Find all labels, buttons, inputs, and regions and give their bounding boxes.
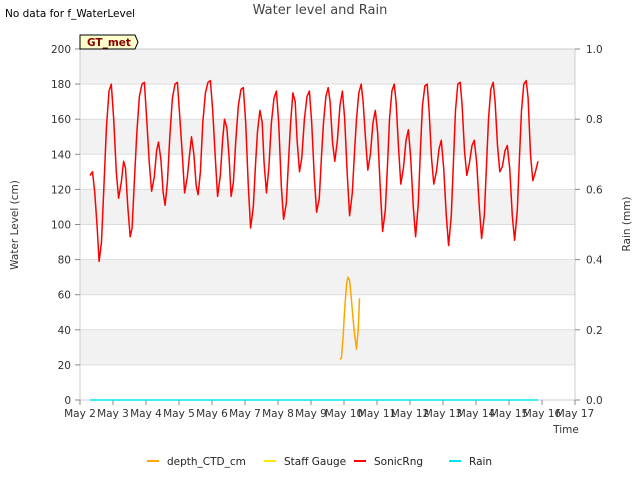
y-left-tick-label: 160 (51, 114, 71, 126)
y-axis-left-ticks: 0 20 40 60 80 100 120 140 160 180 200 (51, 44, 80, 407)
station-label-box: GT_met (79, 34, 139, 50)
plot-band (80, 119, 575, 155)
x-tick-label: May 9 (295, 408, 327, 420)
plot-band (80, 189, 575, 225)
y-left-tick-label: 60 (58, 290, 71, 302)
y-right-tick-label: 0.0 (586, 395, 603, 407)
plot-band (80, 329, 575, 365)
no-data-note: No data for f_WaterLevel (5, 8, 136, 20)
y-right-tick-label: 0.8 (586, 114, 603, 126)
station-label-shape (79, 34, 139, 50)
y-axis-left-label: Water Level (cm) (9, 180, 21, 270)
x-tick-label: May 10 (325, 408, 363, 420)
y-right-tick-label: 0.4 (586, 255, 603, 267)
x-tick-label: May 8 (262, 408, 294, 420)
x-tick-label: May 5 (163, 408, 195, 420)
legend-label: SonicRng (374, 456, 423, 468)
x-axis-ticks: May 2 May 3 May 4 May 5 May 6 May 7 May 8 May 9… (64, 400, 594, 420)
y-left-tick-label: 40 (58, 325, 71, 337)
y-axis-right-ticks: 0.0 0.2 0.4 0.6 0.8 1.0 (575, 44, 603, 407)
station-label: GT_met (87, 37, 131, 49)
y-right-tick-label: 0.6 (586, 184, 603, 196)
x-tick-label: May 12 (391, 408, 429, 420)
plot-band (80, 259, 575, 295)
y-left-tick-label: 140 (51, 149, 71, 161)
y-left-tick-label: 100 (51, 220, 71, 232)
legend-label: Staff Gauge (284, 456, 346, 468)
x-tick-label: May 13 (424, 408, 462, 420)
legend-label: Rain (469, 456, 492, 468)
y-left-tick-label: 200 (51, 44, 71, 56)
x-tick-label: May 11 (358, 408, 396, 420)
x-tick-label: May 16 (523, 408, 562, 420)
plot-bands (80, 49, 575, 365)
y-left-tick-label: 0 (64, 395, 71, 407)
y-left-tick-label: 120 (51, 184, 71, 196)
y-left-tick-label: 80 (58, 255, 71, 267)
x-axis-label: Time (552, 424, 579, 436)
x-tick-label: May 7 (229, 408, 261, 420)
plot-band (80, 49, 575, 85)
x-tick-label: May 4 (130, 408, 162, 420)
series-layer (89, 79, 539, 401)
y-right-tick-label: 1.0 (586, 44, 603, 56)
y-axis-right-label: Rain (mm) (621, 196, 633, 251)
x-tick-label: May 15 (490, 408, 528, 420)
x-tick-label: May 6 (196, 408, 228, 420)
x-tick-label: May 2 (64, 408, 96, 420)
series-line-sonicrng (89, 79, 539, 263)
legend-label: depth_CTD_cm (167, 456, 246, 468)
series-line-depth-ctd-cm (339, 276, 361, 361)
x-tick-label: May 17 (556, 408, 594, 420)
y-left-tick-label: 180 (51, 79, 71, 91)
x-tick-label: May 14 (457, 408, 496, 420)
legend: depth_CTD_cm Staff Gauge SonicRng Rain (147, 456, 492, 468)
x-tick-label: May 3 (97, 408, 129, 420)
y-right-tick-label: 0.2 (586, 325, 603, 337)
chart-title: Water level and Rain (252, 3, 388, 18)
y-left-tick-label: 20 (58, 360, 71, 372)
